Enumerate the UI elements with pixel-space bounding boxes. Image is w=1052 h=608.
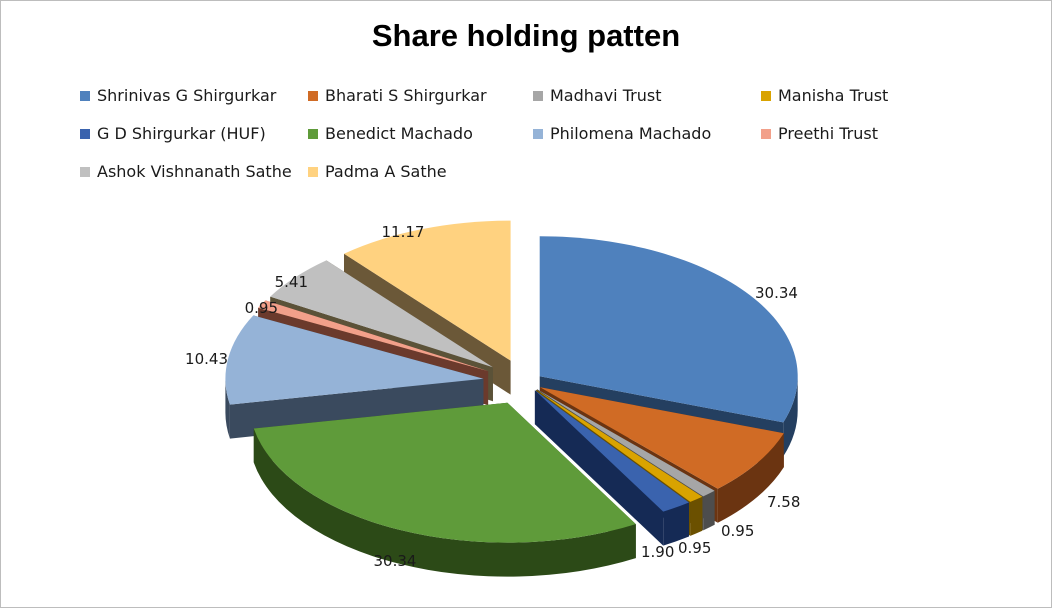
legend-swatch [308,167,318,177]
pie-slice [537,389,715,497]
data-label: 0.95 [721,522,754,540]
pie-slice [539,236,798,423]
slice-end-wall [534,390,664,546]
legend-label: G D Shirgurkar (HUF) [97,124,266,143]
legend-swatch [533,91,543,101]
pie-slice [258,300,489,372]
data-label: 7.58 [767,493,800,511]
slice-outer-wall [253,428,636,577]
slice-outer-wall [690,496,703,536]
legend-swatch [80,167,90,177]
data-labels: 30.347.580.950.951.9030.3410.430.955.411… [185,223,800,570]
pie-slice-tops [225,220,798,543]
legend-item: Madhavi Trust [533,86,661,106]
legend-label: Philomena Machado [550,124,712,143]
slice-start-wall [229,378,484,439]
legend-item: G D Shirgurkar (HUF) [80,124,266,144]
data-label: 30.34 [374,552,417,570]
legend-label: Manisha Trust [778,86,889,105]
legend-label: Bharati S Shirgurkar [325,86,487,105]
slice-outer-wall [717,433,784,523]
slice-outer-wall [703,490,715,531]
legend-swatch [80,129,90,139]
legend-swatch [533,129,543,139]
slice-outer-wall [225,378,230,439]
pie-slice [540,387,784,489]
pie-slice [270,260,493,368]
legend-label: Shrinivas G Shirgurkar [97,86,277,105]
legend-item: Preethi Trust [761,124,878,144]
legend-swatch [761,91,771,101]
legend-label: Padma A Sathe [325,162,447,181]
data-label: 10.43 [185,350,228,368]
pie-slice [225,315,484,405]
slice-outer-wall [663,502,689,546]
legend-swatch [308,129,318,139]
pie-slice [536,389,703,502]
data-label: 11.17 [382,223,425,241]
legend-item: Padma A Sathe [308,162,447,182]
legend-item: Manisha Trust [761,86,888,106]
legend-swatch [761,129,771,139]
legend-item: Philomena Machado [533,124,711,144]
legend-label: Benedict Machado [325,124,473,143]
legend-item: Shrinivas G Shirgurkar [80,86,276,106]
data-label: 0.95 [678,539,711,557]
legend-item: Benedict Machado [308,124,473,144]
legend-swatch [80,91,90,101]
pie-slice [253,402,636,543]
data-label: 5.41 [275,273,308,291]
data-label: 1.90 [641,543,674,561]
chart-title: Share holding patten [371,18,681,53]
slice-outer-wall [783,376,798,457]
legend-item: Ashok Vishnanath Sathe [80,162,292,182]
legend-label: Preethi Trust [778,124,878,143]
pie-slice [344,220,511,361]
data-label: 0.95 [245,299,278,317]
legend-label: Madhavi Trust [550,86,662,105]
pie-slice [534,390,689,512]
legend-label: Ashok Vishnanath Sathe [97,162,292,181]
data-label: 30.34 [755,284,798,302]
legend-item: Bharati S Shirgurkar [308,86,487,106]
legend-swatch [308,91,318,101]
